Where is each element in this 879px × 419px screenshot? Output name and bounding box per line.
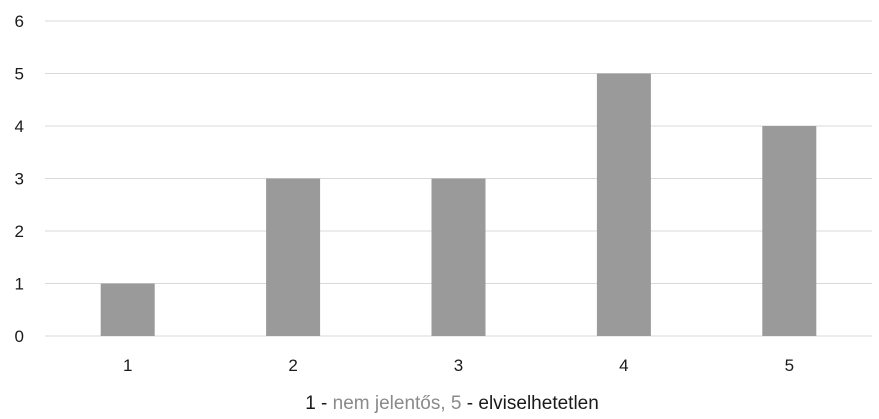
x-axis-title-part-3: - elviselhetetlen bbox=[462, 393, 599, 414]
bar-2 bbox=[266, 178, 321, 336]
y-tick-label: 5 bbox=[15, 65, 24, 84]
y-tick-label: 0 bbox=[15, 327, 24, 346]
bar-3 bbox=[431, 178, 486, 336]
bar-5 bbox=[762, 126, 817, 336]
x-tick-label: 4 bbox=[619, 356, 628, 375]
x-tick-label: 5 bbox=[785, 356, 794, 375]
x-axis-title: 1 - nem jelentős, 5 - elviselhetetlen bbox=[305, 393, 599, 414]
bars bbox=[100, 73, 817, 336]
x-axis-title-part-1: 1 - bbox=[305, 393, 332, 414]
x-axis-ticks: 1 2 3 4 5 bbox=[123, 356, 794, 375]
y-tick-label: 3 bbox=[15, 170, 24, 189]
y-tick-label: 2 bbox=[15, 222, 24, 241]
y-tick-label: 6 bbox=[15, 12, 24, 31]
bar-1 bbox=[100, 283, 155, 336]
x-tick-label: 3 bbox=[454, 356, 463, 375]
y-tick-label: 4 bbox=[15, 117, 24, 136]
x-tick-label: 1 bbox=[123, 356, 132, 375]
y-tick-label: 1 bbox=[15, 275, 24, 294]
x-axis-title-part-2: nem jelentős, 5 bbox=[333, 393, 462, 414]
x-tick-label: 2 bbox=[288, 356, 297, 375]
bar-4 bbox=[596, 73, 651, 336]
y-axis-ticks: 0 1 2 3 4 5 6 bbox=[15, 12, 24, 346]
